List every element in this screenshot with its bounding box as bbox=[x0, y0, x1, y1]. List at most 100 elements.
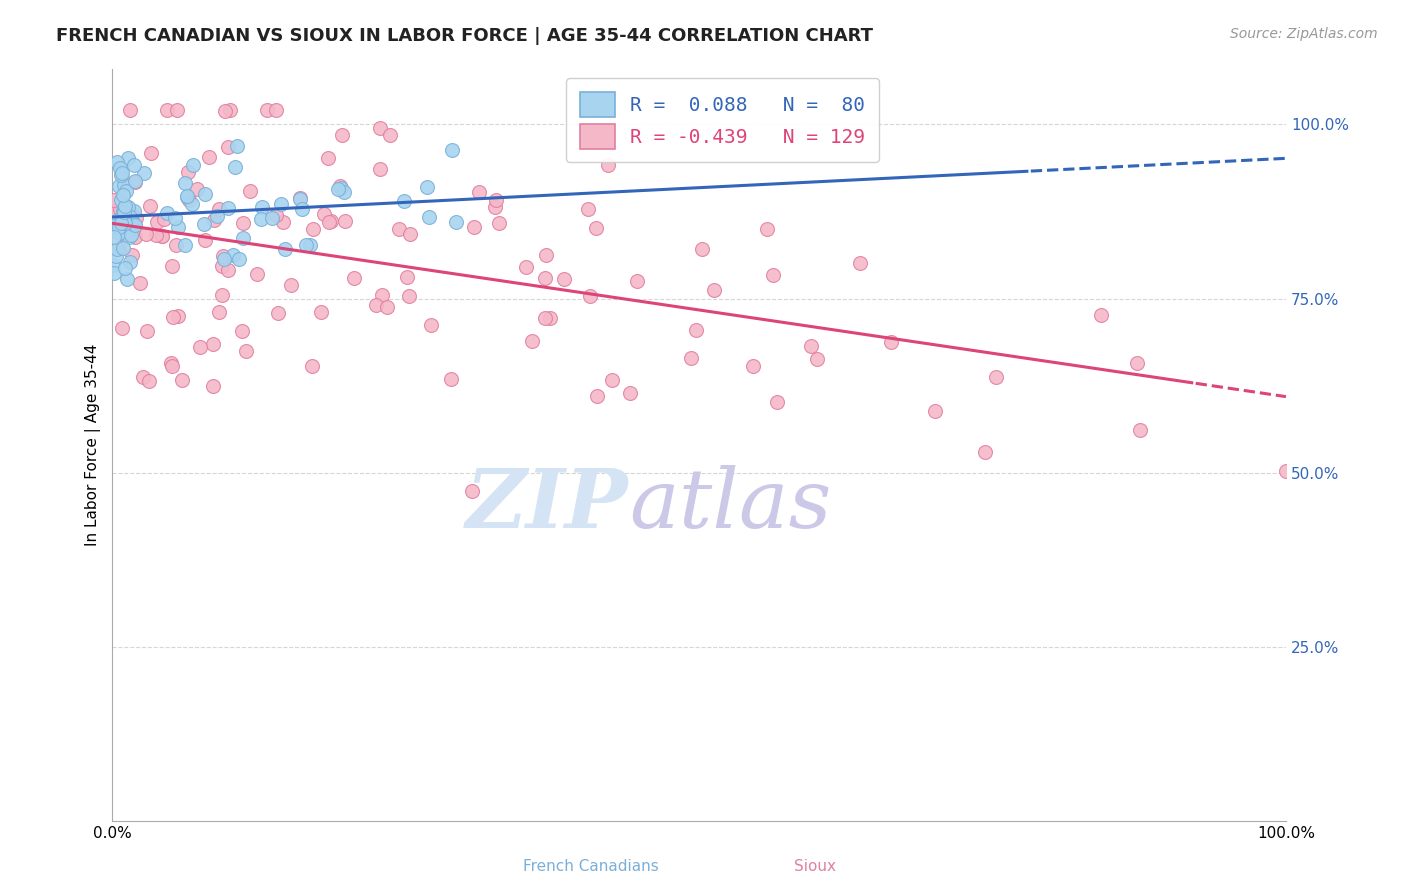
Point bbox=[153, 212, 176, 227]
Point bbox=[211, 259, 233, 273]
Point bbox=[488, 216, 510, 230]
Point bbox=[122, 204, 145, 219]
Point bbox=[205, 209, 228, 223]
Text: Source: ZipAtlas.com: Source: ZipAtlas.com bbox=[1230, 27, 1378, 41]
Point bbox=[392, 194, 415, 208]
Point bbox=[174, 176, 197, 190]
Point bbox=[534, 310, 557, 325]
Point bbox=[208, 304, 231, 318]
Point bbox=[146, 215, 169, 229]
Point bbox=[368, 162, 391, 177]
Point bbox=[576, 202, 599, 216]
Point bbox=[239, 184, 262, 198]
Text: French Canadians: French Canadians bbox=[523, 859, 658, 874]
Point bbox=[111, 321, 134, 335]
Point bbox=[418, 210, 440, 224]
Point bbox=[301, 359, 323, 373]
Point bbox=[172, 374, 194, 388]
Point bbox=[463, 219, 485, 234]
Point bbox=[1126, 356, 1149, 370]
Point bbox=[235, 344, 257, 359]
Point bbox=[131, 370, 153, 384]
Point bbox=[267, 306, 290, 320]
Point bbox=[107, 242, 129, 256]
Point bbox=[1275, 464, 1298, 478]
Point bbox=[484, 201, 506, 215]
Point bbox=[520, 334, 543, 349]
Point bbox=[264, 103, 287, 118]
Point bbox=[538, 311, 561, 326]
Point bbox=[181, 158, 204, 172]
Point bbox=[585, 221, 607, 235]
Point bbox=[107, 213, 129, 227]
Point bbox=[103, 204, 125, 219]
Point bbox=[177, 193, 200, 207]
Point bbox=[232, 217, 254, 231]
Point bbox=[108, 202, 131, 216]
Point bbox=[295, 238, 318, 252]
Point bbox=[219, 103, 242, 118]
Point bbox=[515, 260, 537, 274]
Point bbox=[231, 324, 253, 338]
Point bbox=[194, 233, 217, 247]
Point bbox=[150, 229, 173, 244]
Point bbox=[193, 217, 215, 231]
Point bbox=[371, 288, 394, 302]
Point bbox=[124, 174, 146, 188]
Point bbox=[984, 370, 1007, 384]
Point bbox=[188, 340, 211, 354]
Point bbox=[202, 213, 225, 227]
Point bbox=[108, 219, 131, 234]
Point bbox=[585, 103, 607, 118]
Point bbox=[378, 128, 401, 142]
Point bbox=[290, 192, 312, 206]
Point bbox=[145, 227, 167, 242]
Point bbox=[765, 395, 787, 409]
Text: FRENCH CANADIAN VS SIOUX IN LABOR FORCE | AGE 35-44 CORRELATION CHART: FRENCH CANADIAN VS SIOUX IN LABOR FORCE … bbox=[56, 27, 873, 45]
Point bbox=[226, 139, 249, 153]
Point bbox=[114, 261, 136, 276]
Point bbox=[166, 309, 188, 323]
Point bbox=[461, 484, 484, 499]
Point bbox=[111, 166, 134, 180]
Point bbox=[110, 193, 132, 207]
Point bbox=[104, 249, 127, 263]
Point bbox=[111, 241, 134, 255]
Point bbox=[121, 248, 143, 262]
Point bbox=[256, 103, 278, 118]
Point bbox=[249, 212, 271, 227]
Point bbox=[536, 248, 558, 262]
Point bbox=[416, 180, 439, 194]
Point bbox=[101, 258, 124, 272]
Point bbox=[318, 215, 340, 229]
Point bbox=[103, 219, 125, 234]
Point bbox=[319, 213, 342, 227]
Point bbox=[101, 216, 124, 230]
Point bbox=[120, 216, 142, 230]
Point bbox=[228, 252, 250, 266]
Point bbox=[333, 186, 356, 200]
Point bbox=[112, 178, 135, 192]
Point bbox=[600, 373, 623, 387]
Point bbox=[112, 205, 135, 219]
Point bbox=[112, 187, 135, 202]
Point bbox=[333, 213, 356, 227]
Point bbox=[217, 263, 239, 277]
Point bbox=[115, 271, 138, 285]
Point bbox=[260, 211, 283, 225]
Point bbox=[806, 351, 828, 366]
Point bbox=[232, 231, 254, 245]
Point bbox=[150, 229, 173, 244]
Point bbox=[134, 166, 156, 180]
Point bbox=[110, 168, 132, 182]
Point bbox=[186, 182, 208, 196]
Point bbox=[271, 215, 294, 229]
Y-axis label: In Labor Force | Age 35-44: In Labor Force | Age 35-44 bbox=[86, 343, 101, 546]
Point bbox=[274, 242, 297, 256]
Point bbox=[117, 200, 139, 214]
Point bbox=[299, 238, 322, 252]
Point bbox=[762, 268, 785, 282]
Point bbox=[626, 274, 648, 288]
Point bbox=[110, 216, 132, 230]
Point bbox=[246, 267, 269, 281]
